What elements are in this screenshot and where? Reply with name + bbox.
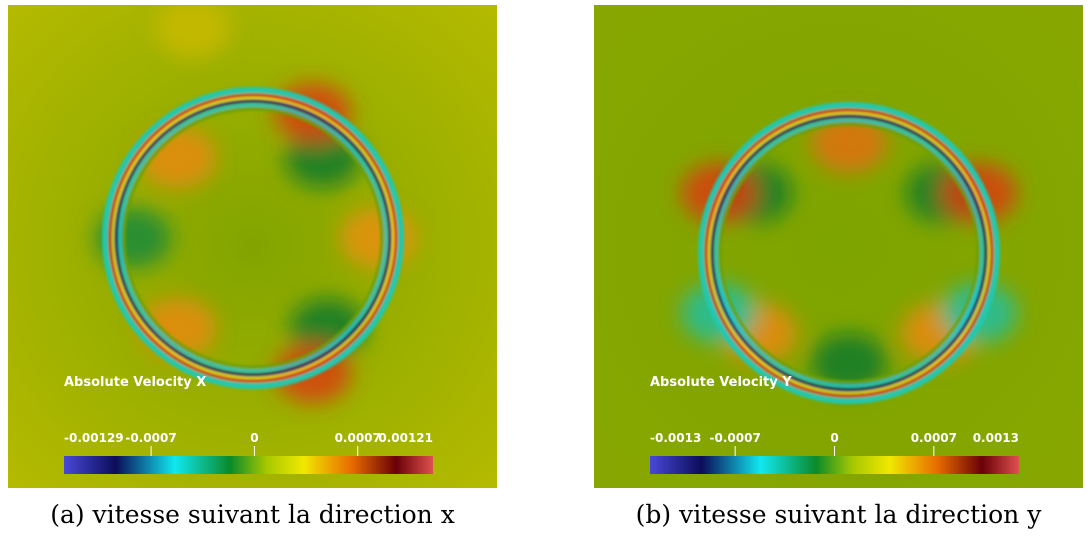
colorbar-tick-label: 0 — [830, 431, 838, 445]
interface-ring — [102, 87, 404, 389]
colorbar — [64, 456, 433, 474]
ring-band — [708, 112, 990, 394]
colorbar-tick-label: 0 — [250, 431, 258, 445]
field-blob — [155, 5, 231, 58]
field-blob — [340, 208, 416, 268]
ring-band — [698, 102, 1000, 404]
ring-band — [718, 122, 980, 384]
ring-band — [122, 107, 384, 369]
caption: (b) vitesse suivant la direction y — [636, 500, 1043, 529]
panel: Absolute Velocity Y -0.0013 0.0013 -0.0007 0… — [594, 5, 1083, 529]
colorbar-tick-label: -0.0007 — [710, 431, 761, 445]
ring-band — [114, 99, 392, 377]
caption: (a) vitesse suivant la direction x — [50, 500, 455, 529]
ring-band — [102, 87, 404, 389]
colorbar-title: Absolute Velocity Y — [650, 375, 792, 390]
colorbar-end-label: 0.00121 — [378, 431, 433, 445]
colorbar-end-label: 0.0013 — [973, 431, 1019, 445]
field-image — [8, 5, 497, 488]
field-blob — [811, 333, 887, 393]
colorbar — [650, 456, 1019, 474]
colorbar-tick-label: 0.0007 — [911, 431, 957, 445]
ring-band — [704, 108, 994, 398]
field-blob — [811, 113, 887, 173]
ring-band — [710, 114, 988, 392]
ring-band — [112, 97, 394, 379]
colorbar-tick-label: -0.0007 — [125, 431, 176, 445]
panel: Absolute Velocity X -0.00129 0.00121 -0.000… — [8, 5, 497, 529]
colorbar-tick-label: 0.0007 — [335, 431, 381, 445]
ring-band — [714, 118, 984, 388]
colorbar-title: Absolute Velocity X — [64, 375, 206, 390]
interface-ring — [698, 102, 1000, 404]
colorbar-end-label: -0.0013 — [650, 431, 701, 445]
field-background — [8, 5, 497, 488]
ring-band — [108, 93, 398, 383]
ring-band — [118, 103, 388, 373]
colorbar-end-label: -0.00129 — [64, 431, 124, 445]
field-background — [594, 5, 1083, 488]
field-image — [594, 5, 1083, 488]
